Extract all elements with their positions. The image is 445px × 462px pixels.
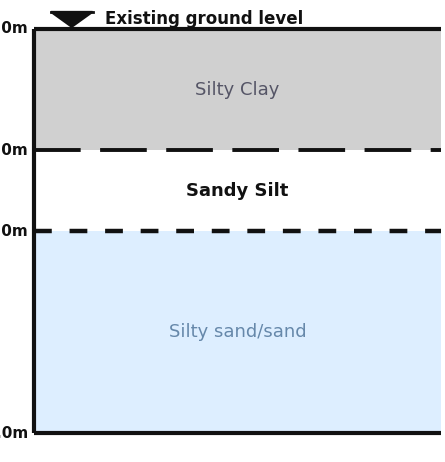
Text: Silty sand/sand: Silty sand/sand xyxy=(169,323,306,341)
Text: 10.0m: 10.0m xyxy=(0,426,28,441)
Bar xyxy=(34,231,441,433)
Text: Existing ground level: Existing ground level xyxy=(105,10,303,28)
Bar xyxy=(34,150,441,231)
Text: Sandy Silt: Sandy Silt xyxy=(186,182,289,200)
Text: 5.0m: 5.0m xyxy=(0,224,28,238)
Polygon shape xyxy=(51,12,93,27)
Bar xyxy=(34,29,441,150)
Text: 3.0m: 3.0m xyxy=(0,143,28,158)
Text: 0.0m: 0.0m xyxy=(0,21,28,36)
Text: Silty Clay: Silty Clay xyxy=(195,80,279,98)
